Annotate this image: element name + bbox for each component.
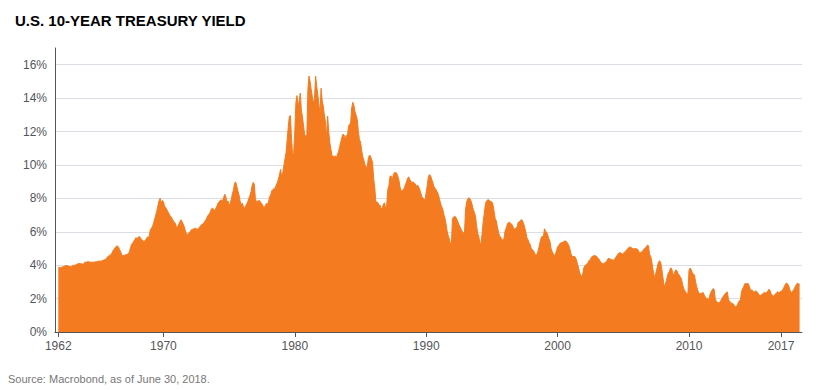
svg-text:1962: 1962 — [45, 339, 72, 353]
svg-text:6%: 6% — [30, 225, 48, 239]
svg-text:8%: 8% — [30, 191, 48, 205]
svg-text:2017: 2017 — [768, 339, 795, 353]
svg-text:4%: 4% — [30, 258, 48, 272]
svg-text:12%: 12% — [23, 125, 47, 139]
svg-text:1980: 1980 — [281, 339, 308, 353]
svg-text:2000: 2000 — [544, 339, 571, 353]
svg-text:1990: 1990 — [413, 339, 440, 353]
svg-text:2010: 2010 — [676, 339, 703, 353]
svg-text:Source: Macrobond, as of June: Source: Macrobond, as of June 30, 2018. — [8, 373, 210, 385]
svg-text:1970: 1970 — [150, 339, 177, 353]
svg-text:2%: 2% — [30, 292, 48, 306]
svg-text:0%: 0% — [30, 325, 48, 339]
svg-text:16%: 16% — [23, 58, 47, 72]
svg-text:U.S. 10-YEAR TREASURY YIELD: U.S. 10-YEAR TREASURY YIELD — [15, 12, 246, 29]
svg-text:14%: 14% — [23, 91, 47, 105]
svg-text:10%: 10% — [23, 158, 47, 172]
